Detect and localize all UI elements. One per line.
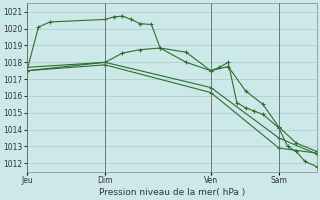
X-axis label: Pression niveau de la mer( hPa ): Pression niveau de la mer( hPa ) <box>99 188 245 197</box>
